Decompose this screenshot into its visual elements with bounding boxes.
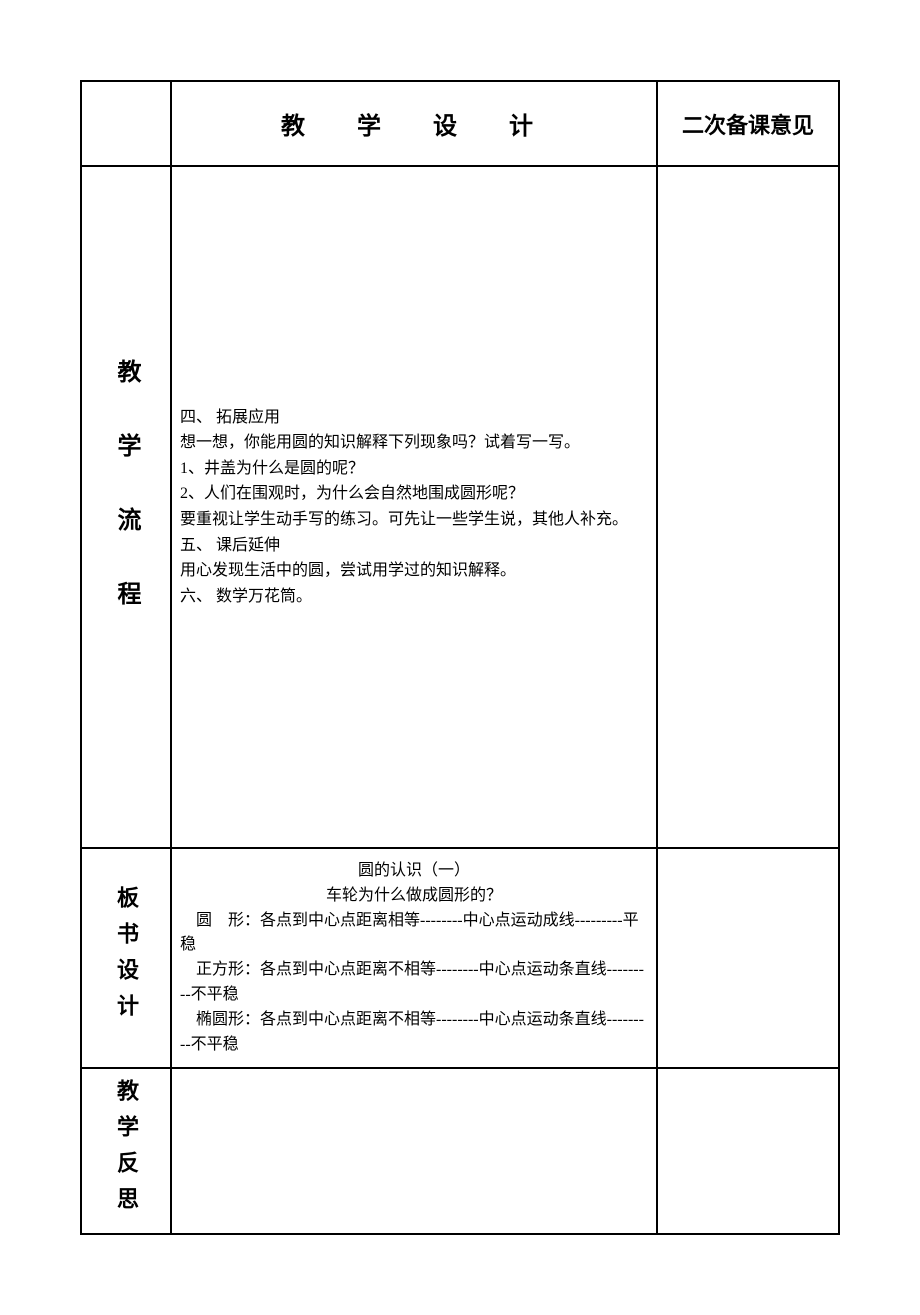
section4-line1: 想一想，你能用圆的知识解释下列现象吗？试着写一写。 — [180, 430, 648, 456]
section4-title: 四、 拓展应用 — [180, 405, 648, 431]
section4-line2: 1、井盖为什么是圆的呢？ — [180, 456, 648, 482]
header-middle-cell: 教 学 设 计 — [172, 82, 658, 165]
process-row: 教学流程 四、 拓展应用 想一想，你能用圆的知识解释下列现象吗？试着写一写。 1… — [82, 167, 838, 849]
board-content-cell: 圆的认识（一） 车轮为什么做成圆形的？ 圆 形：各点到中心点距离相等------… — [172, 849, 658, 1067]
reflect-label-cell: 教学反思 — [82, 1069, 172, 1233]
board-line3: 椭圆形：各点到中心点距离不相等--------中心点运动条直线---------… — [180, 1008, 648, 1058]
reflect-row: 教学反思 — [82, 1069, 838, 1233]
teaching-design-title: 教 学 设 计 — [281, 106, 547, 141]
board-line1: 圆 形：各点到中心点距离相等--------中心点运动成线---------平稳 — [180, 909, 648, 959]
process-label-cell: 教学流程 — [82, 167, 172, 847]
section6-title: 六、 数学万花筒。 — [180, 584, 648, 610]
process-label: 教学流程 — [114, 359, 138, 655]
header-right-cell: 二次备课意见 — [658, 82, 838, 165]
lesson-plan-page: 教 学 设 计 二次备课意见 教学流程 四、 拓展应用 想一想，你能用圆的知识解… — [80, 80, 840, 1235]
board-label-cell: 板书设计 — [82, 849, 172, 1067]
process-content: 四、 拓展应用 想一想，你能用圆的知识解释下列现象吗？试着写一写。 1、井盖为什… — [180, 405, 648, 610]
reflect-label: 教学反思 — [115, 1079, 137, 1223]
reflect-content-cell — [172, 1069, 658, 1233]
process-content-cell: 四、 拓展应用 想一想，你能用圆的知识解释下列现象吗？试着写一写。 1、井盖为什… — [172, 167, 658, 847]
header-row: 教 学 设 计 二次备课意见 — [82, 82, 838, 167]
header-left-cell — [82, 82, 172, 165]
section5-title: 五、 课后延伸 — [180, 533, 648, 559]
board-line2: 正方形：各点到中心点距离不相等--------中心点运动条直线---------… — [180, 958, 648, 1008]
board-notes-cell — [658, 849, 838, 1067]
section5-line1: 用心发现生活中的圆，尝试用学过的知识解释。 — [180, 558, 648, 584]
section4-line4: 要重视让学生动手写的练习。可先让一些学生说，其他人补充。 — [180, 507, 648, 533]
board-subtitle: 车轮为什么做成圆形的？ — [180, 884, 648, 909]
board-title: 圆的认识（一） — [180, 859, 648, 884]
board-row: 板书设计 圆的认识（一） 车轮为什么做成圆形的？ 圆 形：各点到中心点距离相等-… — [82, 849, 838, 1069]
secondary-prep-title: 二次备课意见 — [682, 108, 814, 140]
process-notes-cell — [658, 167, 838, 847]
reflect-notes-cell — [658, 1069, 838, 1233]
section4-line3: 2、人们在围观时，为什么会自然地围成圆形呢？ — [180, 481, 648, 507]
board-label: 板书设计 — [115, 886, 137, 1030]
